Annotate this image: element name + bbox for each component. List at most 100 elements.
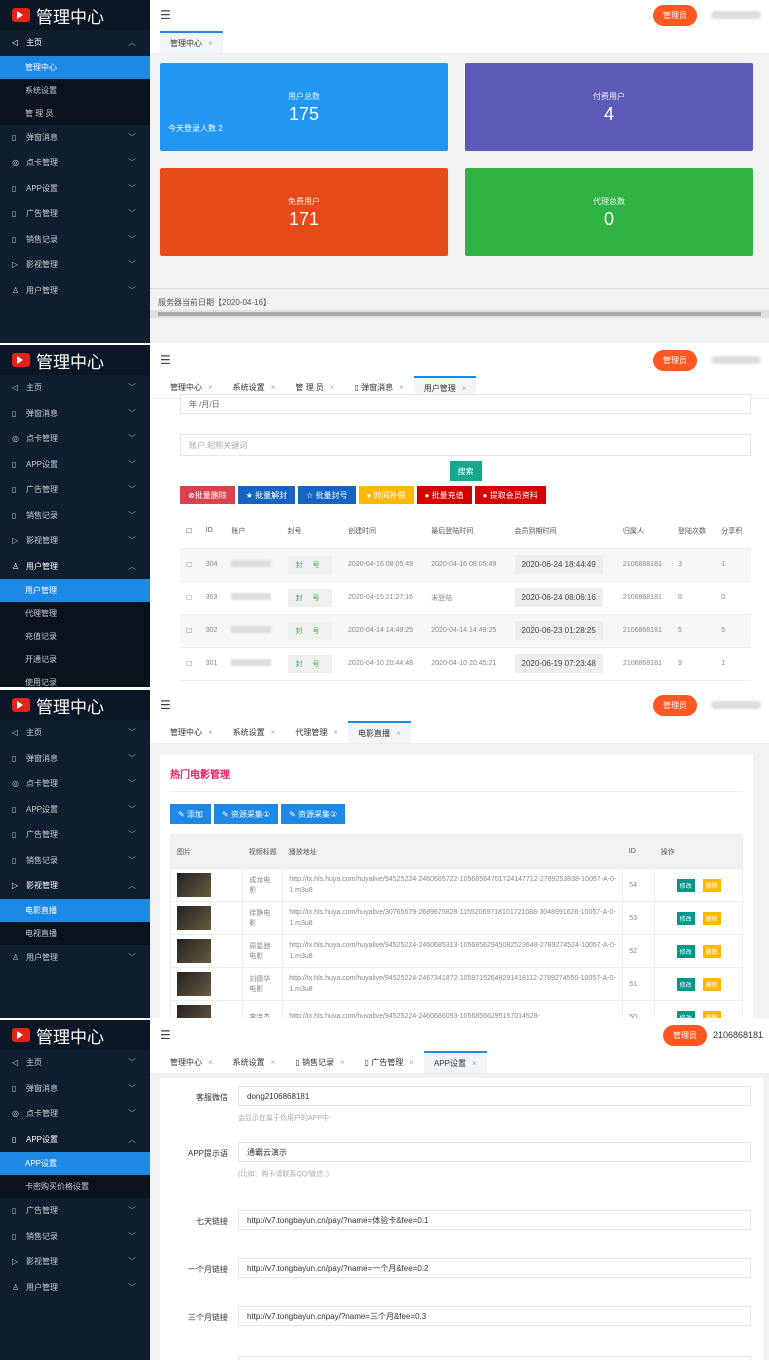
delete-button[interactable]: 删除 <box>702 944 721 958</box>
close-icon[interactable]: × <box>333 727 339 737</box>
ban-button[interactable]: 封 号 <box>287 621 332 640</box>
close-icon[interactable]: × <box>208 382 213 392</box>
sidebar-subitem[interactable]: 充值记录 <box>0 625 150 648</box>
batch-action-button[interactable]: ● 批量充值 <box>416 486 472 504</box>
close-icon[interactable]: × <box>329 382 335 392</box>
sidebar-item[interactable]: ▯ 弹窗消息 ﹀ <box>0 401 150 427</box>
tab[interactable]: 管理中心 × <box>160 31 223 53</box>
keyword-input[interactable]: 账户,昵称关键词 <box>180 434 751 456</box>
row-checkbox[interactable]: ☐ <box>180 647 200 681</box>
sidebar-item[interactable]: ▯ 广告管理 ﹀ <box>0 822 150 848</box>
user-menu[interactable] <box>711 11 761 19</box>
sidebar-item[interactable]: ◁ 主页 ﹀ <box>0 1050 150 1076</box>
edit-button[interactable]: 修改 <box>676 1010 695 1018</box>
tab[interactable]: ▯ 广告管理 × <box>355 1051 424 1073</box>
user-menu[interactable] <box>711 356 761 364</box>
ban-button[interactable]: 封 号 <box>287 555 332 574</box>
admin-button[interactable]: 管理员 <box>653 695 697 716</box>
sidebar-item[interactable]: ▯ 弹窗消息 ﹀ <box>0 746 150 772</box>
close-icon[interactable]: × <box>399 382 404 392</box>
field-input[interactable]: http://v7.tongbayun.cn/pay/?name=体验卡&fee… <box>238 1210 751 1230</box>
field-input[interactable]: http://v7.tongbayun.cn/pay/?name=一个月&fee… <box>238 1258 751 1278</box>
sidebar-subitem[interactable]: 使用记录 <box>0 671 150 687</box>
tab[interactable]: 管 理 员 × <box>285 376 344 398</box>
horizontal-scrollbar[interactable] <box>150 310 769 318</box>
field-input[interactable]: http://v7.tongbayun.cnpay/?name=三个月&fee=… <box>238 1306 751 1326</box>
menu-toggle-icon[interactable]: ☰ <box>160 1028 171 1042</box>
edit-button[interactable]: 修改 <box>676 944 695 958</box>
tab[interactable]: 管理中心 × <box>160 376 223 398</box>
tab[interactable]: ▯ 弹窗消息 × <box>344 376 413 398</box>
tab[interactable]: 系统设置 × <box>223 376 286 398</box>
close-icon[interactable]: × <box>270 727 276 737</box>
menu-toggle-icon[interactable]: ☰ <box>160 353 171 367</box>
sidebar-subitem[interactable]: 电影直播 <box>0 898 150 922</box>
tab[interactable]: 管理中心 × <box>160 1051 223 1073</box>
close-icon[interactable]: × <box>208 38 213 48</box>
ban-button[interactable]: 封 号 <box>287 654 332 673</box>
sidebar-item[interactable]: ▯ APP设置 ﹀ <box>0 452 150 478</box>
close-icon[interactable]: × <box>208 1057 213 1067</box>
sidebar-item[interactable]: ▯ APP设置 ﹀ <box>0 797 150 823</box>
tab[interactable]: APP设置 × <box>423 1051 487 1073</box>
sidebar-item[interactable]: ▯ 广告管理 ﹀ <box>0 1198 150 1224</box>
sidebar-subitem[interactable]: 管理中心 <box>0 55 150 79</box>
admin-button[interactable]: 管理员 <box>653 5 697 26</box>
batch-action-button[interactable]: ☆ 批量封号 <box>298 486 356 504</box>
close-icon[interactable]: × <box>270 382 276 392</box>
tab[interactable]: 系统设置 × <box>223 1051 286 1073</box>
sidebar-item[interactable]: ▯ 销售记录 ﹀ <box>0 227 150 253</box>
ban-button[interactable]: 封 号 <box>287 588 332 607</box>
tab[interactable]: 系统设置 × <box>223 721 286 743</box>
sidebar-item[interactable]: ♙ 用户管理 ﹀ <box>0 1275 150 1301</box>
close-icon[interactable]: × <box>339 1057 345 1067</box>
admin-button[interactable]: 管理员 <box>663 1025 707 1046</box>
sidebar-item[interactable]: ◎ 点卡管理 ﹀ <box>0 1101 150 1127</box>
sidebar-item[interactable]: ▯ 销售记录 ﹀ <box>0 848 150 874</box>
sidebar-item[interactable]: ▯ APP设置 ︿ <box>0 1127 150 1153</box>
sidebar-item[interactable]: ▷ 影视管理 ﹀ <box>0 1249 150 1275</box>
sidebar-item[interactable]: ◁ 主页 ︿ <box>0 30 150 56</box>
sidebar-item[interactable]: ▷ 影视管理 ︿ <box>0 873 150 899</box>
sidebar-item[interactable]: ♙ 用户管理 ︿ <box>0 554 150 580</box>
sidebar-item[interactable]: ◁ 主页 ﹀ <box>0 375 150 401</box>
sidebar-subitem[interactable]: 卡密购买价格设置 <box>0 1175 150 1198</box>
edit-button[interactable]: 修改 <box>676 911 695 925</box>
tab[interactable]: 电影直播 × <box>348 721 411 743</box>
user-menu[interactable] <box>711 701 761 709</box>
sidebar-item[interactable]: ▯ 弹窗消息 ﹀ <box>0 1076 150 1102</box>
close-icon[interactable]: × <box>471 1058 477 1068</box>
edit-button[interactable]: 修改 <box>676 977 695 991</box>
edit-button[interactable]: 修改 <box>676 878 695 892</box>
close-icon[interactable]: × <box>208 727 213 737</box>
batch-action-button[interactable]: ● 提取会员资料 <box>474 486 546 504</box>
row-checkbox[interactable]: ☐ <box>180 548 200 582</box>
sidebar-subitem[interactable]: 管 理 员 <box>0 101 150 125</box>
field-input[interactable]: http://v7.tongbayun.cn/pay/?name=半年&fee=… <box>238 1356 751 1360</box>
batch-action-button[interactable]: ● 时间补偿 <box>358 486 414 504</box>
batch-action-button[interactable]: ⊗批量删除 <box>180 486 235 504</box>
close-icon[interactable]: × <box>396 728 401 738</box>
menu-toggle-icon[interactable]: ☰ <box>160 698 171 712</box>
sidebar-item[interactable]: ▷ 影视管理 ﹀ <box>0 528 150 554</box>
search-button[interactable]: 搜索 <box>449 461 482 481</box>
admin-button[interactable]: 管理员 <box>653 350 697 371</box>
sidebar-item[interactable]: ♙ 用户管理 ﹀ <box>0 945 150 971</box>
sidebar-subitem[interactable]: APP设置 <box>0 1152 150 1175</box>
row-checkbox[interactable]: ☐ <box>180 614 200 648</box>
select-all-checkbox[interactable]: ☐ <box>180 514 200 549</box>
movie-action-button[interactable]: ✎ 资源采集① <box>213 804 279 824</box>
close-icon[interactable]: × <box>270 1057 276 1067</box>
delete-button[interactable]: 删除 <box>702 1010 721 1018</box>
sidebar-item[interactable]: ◎ 点卡管理 ﹀ <box>0 426 150 452</box>
sidebar-item[interactable]: ◎ 点卡管理 ﹀ <box>0 150 150 176</box>
sidebar-subitem[interactable]: 用户管理 <box>0 579 150 602</box>
movie-action-button[interactable]: ✎ 添加 <box>170 804 211 824</box>
close-icon[interactable]: × <box>461 383 467 393</box>
delete-button[interactable]: 删除 <box>702 878 721 892</box>
field-input[interactable]: 通霸云演示 <box>238 1142 751 1162</box>
row-checkbox[interactable]: ☐ <box>180 581 200 615</box>
tab[interactable]: 管理中心 × <box>160 721 223 743</box>
tab[interactable]: 用户管理 × <box>413 376 477 398</box>
sidebar-item[interactable]: ◎ 点卡管理 ﹀ <box>0 771 150 797</box>
